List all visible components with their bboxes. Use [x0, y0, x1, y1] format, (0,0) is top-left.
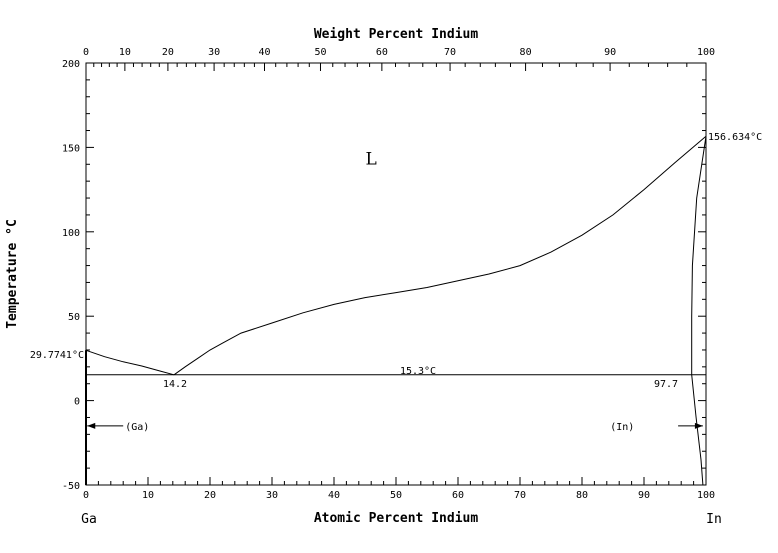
x-axis-title: Atomic Percent Indium: [314, 511, 479, 526]
x-tick-label: 20: [204, 490, 216, 501]
x-tick-label: 80: [576, 490, 588, 501]
y-tick-label: 200: [62, 59, 80, 70]
x-tick-label: 100: [697, 490, 715, 501]
region-labels: L (Ga) (In): [125, 149, 634, 433]
top-axis-ticks: 0 10 20 30 40 50 60 70 80 90 100: [83, 47, 715, 71]
x-tick-label: 90: [638, 490, 650, 501]
element-label-ga: Ga: [81, 512, 97, 527]
element-label-in: In: [706, 512, 722, 527]
top-tick-label: 30: [208, 47, 220, 58]
x-tick-label: 30: [266, 490, 278, 501]
eutectic-comp-label: 14.2: [163, 379, 187, 390]
top-tick-label: 40: [258, 47, 270, 58]
top-tick-label: 80: [520, 47, 532, 58]
curve-liquidus_ga_side: [85, 349, 175, 376]
x-tick-label: 70: [514, 490, 526, 501]
arrow-head: [694, 422, 703, 429]
top-tick-label: 50: [314, 47, 326, 58]
region-label: (In): [610, 422, 634, 433]
top-tick-label: 10: [119, 47, 131, 58]
eutectic-temp-label: 15.3°C: [400, 366, 436, 377]
y-tick-label: -50: [62, 481, 80, 492]
ga-melting-label: 29.7741°C: [30, 350, 84, 361]
y-tick-label: 100: [62, 228, 80, 239]
top-tick-label: 70: [444, 47, 456, 58]
x-tick-label: 0: [83, 490, 89, 501]
bottom-axis-ticks: 0 10 20 30 40 50 60 70 80 90 100: [83, 477, 715, 501]
top-tick-label: 20: [162, 47, 174, 58]
y-axis-title: Temperature °C: [5, 219, 20, 329]
phase-boundaries: [85, 135, 707, 486]
top-tick-label: 90: [604, 47, 616, 58]
y-tick-label: 150: [62, 143, 80, 154]
top-axis-title: Weight Percent Indium: [314, 27, 479, 42]
phase-arrows: [87, 422, 703, 429]
right-axis-ticks: [698, 62, 706, 486]
top-tick-label: 0: [83, 47, 89, 58]
x-tick-label: 60: [452, 490, 464, 501]
x-tick-label: 50: [390, 490, 402, 501]
top-tick-label: 60: [376, 47, 388, 58]
region-label: (Ga): [125, 422, 149, 433]
in-solvus-label: 97.7: [654, 379, 678, 390]
curve-in_solidus: [691, 136, 707, 375]
left-axis-ticks: -50 0 50 100 150 200: [62, 59, 94, 492]
curve-liquidus_in_side: [173, 135, 707, 376]
y-tick-label: 0: [74, 397, 80, 408]
x-tick-label: 40: [328, 490, 340, 501]
y-tick-label: 50: [68, 312, 80, 323]
arrow-head: [87, 422, 96, 429]
curve-in_solvus: [691, 374, 704, 486]
in-melting-label: 156.634°C: [708, 132, 762, 143]
x-tick-label: 10: [142, 490, 154, 501]
top-tick-label: 100: [697, 47, 715, 58]
region-label: L: [366, 149, 377, 169]
